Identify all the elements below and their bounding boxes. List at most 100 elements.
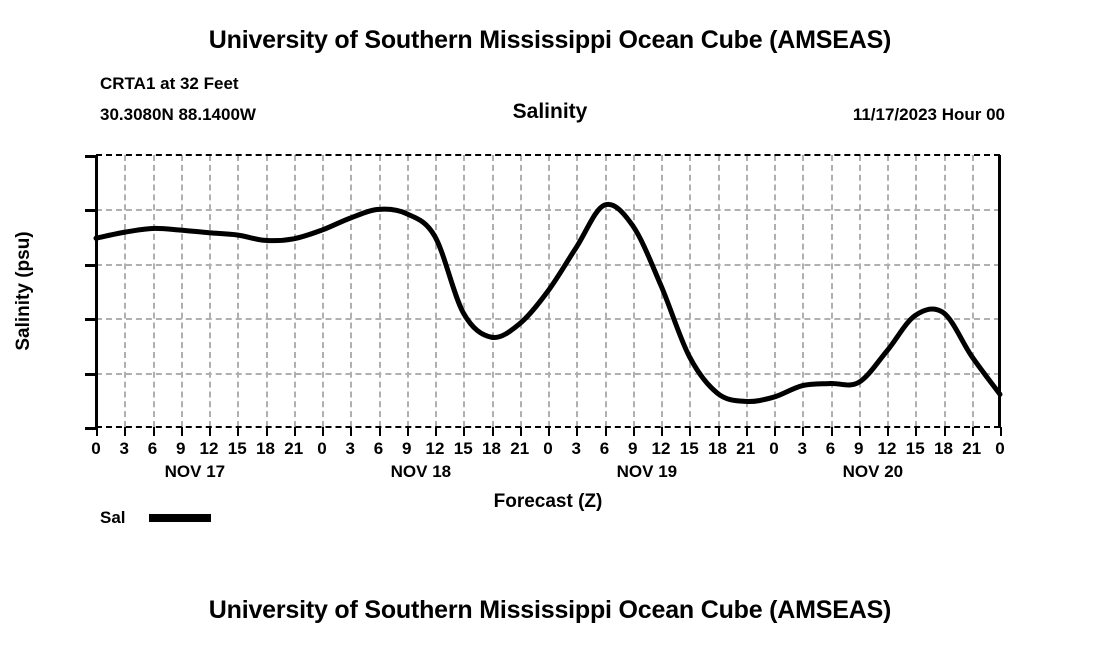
x-axis-tick-label: 9 xyxy=(176,439,186,458)
x-axis-tick-mark xyxy=(1000,427,1002,436)
x-axis-tick-label: 21 xyxy=(962,439,982,458)
gridline-vertical xyxy=(717,155,720,427)
gridline-vertical xyxy=(632,155,635,427)
x-axis-tick-mark xyxy=(717,427,720,436)
x-axis-line-top xyxy=(96,154,1000,156)
x-axis-tick-mark xyxy=(858,427,861,436)
x-axis-tick-mark xyxy=(887,427,889,436)
gridline-vertical xyxy=(774,155,776,427)
gridline-vertical xyxy=(378,155,381,427)
gridline-vertical xyxy=(943,155,946,427)
x-axis-tick-mark xyxy=(463,427,466,436)
x-axis-tick-mark xyxy=(802,427,805,436)
x-axis-tick-label: 3 xyxy=(119,439,129,458)
x-axis-tick-label: 18 xyxy=(256,439,275,458)
variable-title: Salinity xyxy=(512,100,588,123)
plot-area: 32.0031.0030.0029.0028.0027.00 036912151… xyxy=(13,154,1005,512)
x-axis-tick-mark xyxy=(293,427,296,436)
gridline-vertical xyxy=(406,155,409,427)
gridline-vertical xyxy=(293,155,296,427)
x-axis-tick-mark xyxy=(435,427,437,436)
x-axis-tick-mark xyxy=(378,427,381,436)
y-axis-tick-mark xyxy=(85,427,96,430)
x-axis-tick-label: 15 xyxy=(453,439,473,458)
x-axis-tick-mark xyxy=(322,427,324,436)
gridline-vertical xyxy=(350,155,353,427)
x-axis-tick-mark xyxy=(237,427,240,436)
x-axis-tick-mark xyxy=(830,427,833,436)
x-axis-tick-label: 0 xyxy=(317,439,327,458)
series-sal-line xyxy=(93,201,1003,405)
x-axis-tick-label: 9 xyxy=(628,439,638,458)
gridline-vertical xyxy=(858,155,861,427)
x-axis-tick-label: 18 xyxy=(708,439,727,458)
x-axis-tick-mark xyxy=(350,427,353,436)
x-axis-tick-label: 12 xyxy=(877,439,897,458)
x-axis-tick-label: 12 xyxy=(199,439,219,458)
coordinates-label: 30.3080N 88.1400W xyxy=(100,105,256,124)
x-axis-tick-mark xyxy=(661,427,663,436)
x-axis-tick-mark xyxy=(576,427,579,436)
x-axis-tick-label: 0 xyxy=(543,439,553,458)
x-axis-tick-mark xyxy=(124,427,127,436)
footer-title: University of Southern Mississippi Ocean… xyxy=(208,596,892,624)
gridline-vertical xyxy=(689,155,692,427)
x-axis-tick-mark xyxy=(152,427,155,436)
x-axis-day-label: NOV 17 xyxy=(164,462,226,481)
y-axis-title: Salinity (psu) xyxy=(13,231,34,351)
gridline-vertical xyxy=(887,155,889,427)
gridline-vertical xyxy=(124,155,127,427)
page-title: University of Southern Mississippi Ocean… xyxy=(208,26,892,54)
x-axis-tick-label: 9 xyxy=(854,439,864,458)
x-axis-tick-mark xyxy=(745,427,748,436)
gridline-vertical xyxy=(519,155,522,427)
y-axis-tick-mark xyxy=(85,155,96,158)
gridline-vertical xyxy=(180,155,183,427)
x-axis-tick-label: 0 xyxy=(769,439,779,458)
x-axis-tick-label: 0 xyxy=(91,439,101,458)
x-axis-tick-label: 6 xyxy=(599,439,610,458)
x-axis-tick-mark xyxy=(180,427,183,436)
legend-swatch-sal xyxy=(148,514,211,522)
gridline-vertical xyxy=(971,155,974,427)
x-axis-tick-label: 9 xyxy=(402,439,412,458)
x-axis-tick-label: 6 xyxy=(373,439,384,458)
x-axis-tick-label: 21 xyxy=(736,439,756,458)
x-axis-tick-mark xyxy=(971,427,974,436)
x-axis-tick-mark xyxy=(943,427,946,436)
x-axis-tick-mark xyxy=(519,427,522,436)
x-axis-tick-label: 3 xyxy=(797,439,807,458)
y-axis-tick-mark xyxy=(85,318,96,322)
x-axis-tick-mark xyxy=(632,427,635,436)
x-axis-tick-label: 6 xyxy=(825,439,836,458)
gridline-vertical xyxy=(491,155,494,427)
x-axis-day-label: NOV 18 xyxy=(390,462,452,481)
gridline-vertical xyxy=(322,155,324,427)
series-path-sal xyxy=(93,201,1003,405)
gridline-vertical xyxy=(604,155,607,427)
y-axis-tick-mark xyxy=(85,209,96,213)
gridline-vertical xyxy=(435,155,437,427)
x-axis-tick-mark xyxy=(774,427,776,436)
station-label: CRTA1 at 32 Feet xyxy=(100,74,239,93)
x-axis-day-label: NOV 19 xyxy=(616,462,678,481)
gridline-vertical xyxy=(830,155,833,427)
x-axis-day-label: NOV 20 xyxy=(842,462,904,481)
x-axis-tick-mark xyxy=(96,427,98,436)
gridline-vertical xyxy=(745,155,748,427)
x-axis-tick-mark xyxy=(209,427,211,436)
gridline-vertical xyxy=(209,155,211,427)
x-axis-tick-label: 15 xyxy=(227,439,247,458)
x-axis-tick-mark xyxy=(548,427,550,436)
x-axis-tick-label: 0 xyxy=(995,439,1005,458)
gridline-vertical xyxy=(576,155,579,427)
legend: Sal xyxy=(100,508,211,528)
forecast-datetime-label: 11/17/2023 Hour 00 xyxy=(852,105,1005,124)
x-axis-tick-label: 15 xyxy=(905,439,925,458)
gridline-vertical xyxy=(237,155,240,427)
x-axis-tick-mark xyxy=(406,427,409,436)
x-axis-tick-label: 3 xyxy=(345,439,355,458)
x-axis-tick-label: 21 xyxy=(510,439,530,458)
gridline-vertical xyxy=(463,155,466,427)
